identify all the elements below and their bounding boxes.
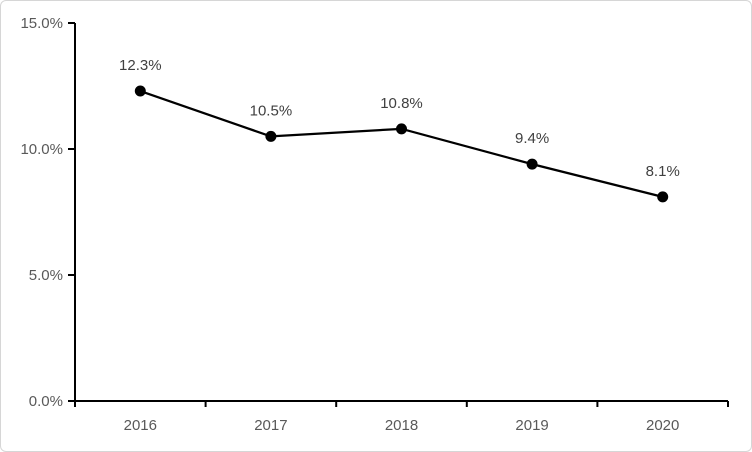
y-axis-tick-label: 15.0% [20,15,63,32]
y-axis-tick-label: 5.0% [29,267,63,284]
data-point-marker [396,123,407,135]
data-point-label: 10.8% [380,95,423,112]
data-point-marker [134,85,146,97]
x-axis-category-label: 2020 [646,417,679,434]
data-point-label: 9.4% [515,130,549,147]
data-point-marker [526,158,538,170]
y-axis-tick-label: 10.0% [20,141,63,158]
data-point-label: 8.1% [646,163,680,180]
x-axis-category-label: 2019 [515,417,548,434]
x-axis-category-label: 2017 [254,417,287,434]
data-point-marker [657,191,669,203]
x-axis-category-label: 2016 [124,417,157,434]
data-point-marker [265,130,277,142]
data-point-label: 10.5% [250,102,293,119]
y-axis-tick-label: 0.0% [29,393,63,410]
data-point-label: 12.3% [119,57,162,74]
x-axis-category-label: 2018 [385,417,418,434]
